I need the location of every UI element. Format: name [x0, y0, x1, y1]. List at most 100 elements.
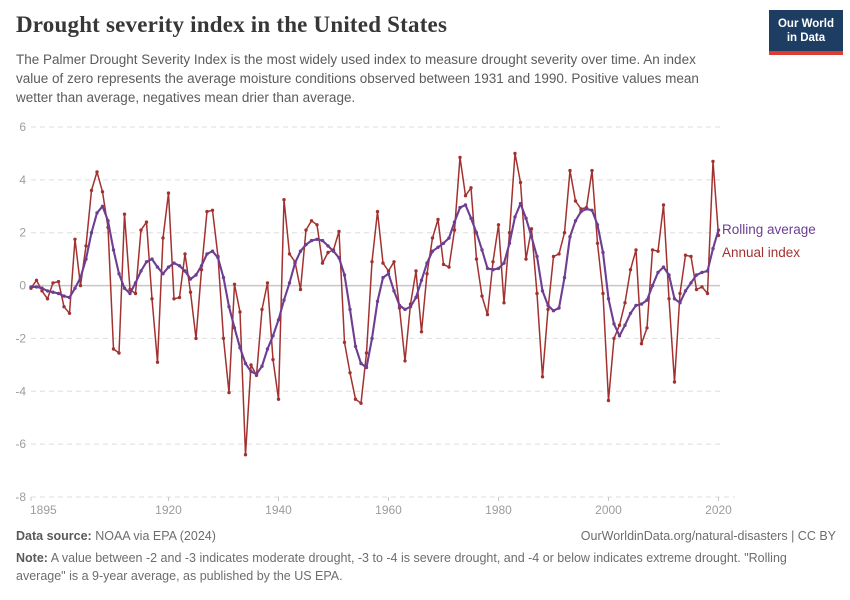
data-point-marker	[205, 252, 209, 256]
data-point-marker	[386, 272, 391, 276]
data-point-marker	[172, 297, 176, 301]
data-point-marker	[645, 326, 649, 330]
x-tick-label: 2020	[705, 503, 732, 517]
attribution: OurWorldinData.org/natural-disasters | C…	[581, 529, 836, 543]
data-point-marker	[78, 283, 83, 288]
chart-footer: Data source: NOAA via EPA (2024) OurWorl…	[16, 529, 836, 585]
data-point-marker	[326, 250, 330, 255]
data-point-marker	[562, 231, 567, 235]
data-point-marker	[144, 220, 149, 224]
data-point-marker	[628, 268, 633, 272]
x-tick-label: 1895	[30, 503, 57, 517]
data-point-marker	[271, 357, 275, 362]
data-point-marker	[89, 188, 94, 193]
data-point-marker	[447, 236, 451, 240]
data-point-marker	[397, 303, 402, 308]
y-tick-label: 6	[19, 120, 26, 134]
data-point-marker	[238, 310, 242, 314]
data-point-marker	[469, 186, 473, 190]
data-point-marker	[518, 180, 523, 185]
data-point-marker	[463, 194, 468, 198]
data-point-marker	[73, 237, 77, 241]
y-tick-label: 4	[19, 173, 26, 187]
data-point-marker	[557, 252, 561, 256]
data-point-marker	[249, 363, 253, 367]
data-point-marker	[375, 209, 380, 214]
data-point-marker	[705, 291, 710, 296]
data-point-marker	[265, 281, 270, 285]
data-point-marker	[381, 275, 385, 280]
data-point-marker	[238, 346, 242, 350]
data-point-marker	[458, 205, 462, 210]
data-point-marker	[518, 201, 523, 206]
data-point-marker	[617, 334, 622, 338]
data-point-marker	[562, 275, 567, 280]
data-point-marker	[590, 208, 594, 212]
series-line	[30, 152, 720, 456]
data-point-marker	[667, 273, 671, 277]
data-point-marker	[320, 261, 325, 265]
data-source: Data source: NOAA via EPA (2024)	[16, 529, 216, 543]
owid-url-link[interactable]: OurWorldinData.org/natural-disasters	[580, 529, 788, 543]
data-point-marker	[502, 301, 506, 305]
data-point-marker	[62, 305, 66, 309]
data-point-marker	[634, 303, 638, 308]
data-point-marker	[276, 318, 281, 322]
data-point-marker	[568, 168, 572, 173]
data-point-marker	[210, 249, 215, 253]
data-point-marker	[425, 272, 429, 276]
data-point-marker	[375, 299, 380, 304]
data-point-marker	[430, 236, 435, 240]
data-point-marker	[480, 248, 484, 252]
data-point-marker	[452, 228, 457, 232]
data-point-marker	[623, 323, 627, 327]
data-point-marker	[243, 361, 248, 366]
data-point-marker	[150, 297, 154, 301]
data-point-marker	[150, 257, 154, 261]
data-point-marker	[463, 203, 468, 207]
data-point-marker	[106, 219, 110, 223]
y-tick-label: -6	[15, 437, 26, 451]
data-point-marker	[606, 398, 611, 403]
data-point-marker	[34, 285, 39, 289]
data-point-marker	[661, 203, 666, 207]
data-point-marker	[188, 290, 193, 294]
data-point-marker	[485, 312, 490, 317]
data-point-marker	[529, 235, 534, 239]
owid-logo: Our World in Data	[768, 10, 843, 55]
data-point-marker	[392, 289, 396, 293]
data-point-marker	[89, 231, 94, 235]
note-label: Note:	[16, 551, 48, 565]
data-point-marker	[210, 208, 215, 212]
data-point-marker	[260, 307, 264, 312]
data-point-marker	[650, 248, 655, 252]
y-axis-grid: 6 4 2 0 -2 -4 -6 -8	[15, 120, 735, 504]
data-point-marker	[282, 198, 286, 202]
data-point-marker	[342, 340, 347, 345]
data-point-marker	[287, 281, 292, 285]
data-point-marker	[700, 285, 704, 289]
data-point-marker	[232, 326, 237, 330]
data-point-marker	[45, 297, 50, 301]
data-point-marker	[265, 347, 270, 351]
data-point-marker	[480, 294, 484, 298]
data-point-marker	[568, 235, 572, 239]
data-point-marker	[293, 261, 297, 265]
data-point-marker	[309, 238, 314, 243]
data-point-marker	[601, 291, 605, 296]
legend-label-rolling-average: Rolling average	[722, 222, 816, 237]
data-point-marker	[601, 250, 605, 255]
data-point-marker	[551, 254, 556, 259]
data-point-marker	[56, 291, 61, 296]
data-point-marker	[161, 272, 165, 276]
data-point-marker	[617, 323, 622, 327]
data-point-marker	[331, 249, 336, 253]
data-point-marker	[441, 241, 446, 245]
x-tick-label: 2000	[595, 503, 622, 517]
data-point-marker	[502, 261, 506, 265]
data-point-marker	[447, 265, 451, 269]
data-point-marker	[436, 217, 440, 222]
x-tick-label: 1980	[485, 503, 512, 517]
data-point-marker	[309, 219, 314, 223]
data-point-marker	[177, 264, 182, 268]
